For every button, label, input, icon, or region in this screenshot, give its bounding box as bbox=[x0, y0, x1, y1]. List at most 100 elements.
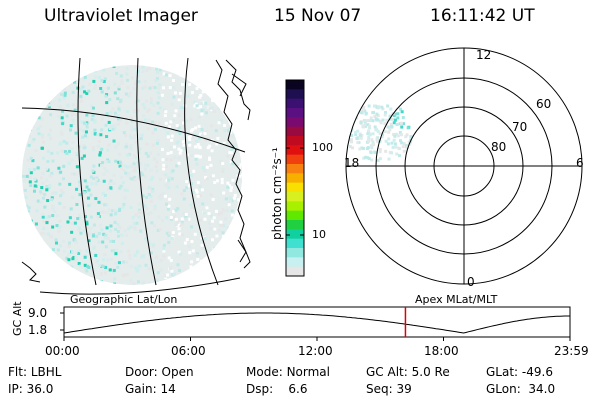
speckle-pixel bbox=[103, 271, 107, 275]
speckle-pixel bbox=[199, 105, 203, 109]
speckle-pixel bbox=[185, 119, 189, 123]
speckle-pixel bbox=[149, 178, 153, 182]
speckle-pixel bbox=[175, 185, 179, 189]
speckle-pixel bbox=[67, 161, 71, 165]
speckle-pixel bbox=[139, 171, 143, 175]
speckle-pixel bbox=[70, 172, 74, 176]
speckle-pixel bbox=[82, 191, 86, 195]
speckle-pixel bbox=[397, 146, 401, 150]
speckle-pixel bbox=[114, 145, 118, 149]
speckle-pixel bbox=[79, 87, 83, 91]
speckle-pixel bbox=[130, 119, 134, 123]
speckle-pixel bbox=[24, 195, 28, 199]
speckle-pixel bbox=[98, 224, 102, 228]
speckle-pixel bbox=[384, 111, 388, 115]
speckle-pixel bbox=[141, 194, 145, 198]
speckle-pixel bbox=[69, 124, 73, 128]
speckle-pixel bbox=[125, 260, 129, 264]
speckle-pixel bbox=[186, 94, 190, 98]
right-projection-label: Apex MLat/MLT bbox=[415, 293, 498, 306]
speckle-pixel bbox=[82, 144, 86, 148]
speckle-pixel bbox=[132, 282, 136, 285]
speckle-pixel bbox=[74, 255, 78, 259]
speckle-pixel bbox=[31, 159, 35, 163]
speckle-pixel bbox=[54, 191, 58, 195]
speckle-pixel bbox=[197, 115, 201, 119]
speckle-pixel bbox=[228, 199, 232, 203]
speckle-pixel bbox=[96, 133, 100, 137]
speckle-pixel bbox=[174, 223, 178, 227]
speckle-pixel bbox=[124, 92, 128, 96]
speckle-pixel bbox=[197, 124, 201, 128]
speckle-pixel bbox=[74, 131, 78, 135]
speckle-pixel bbox=[45, 221, 49, 225]
speckle-pixel bbox=[187, 217, 191, 221]
speckle-pixel bbox=[129, 144, 133, 148]
speckle-pixel bbox=[45, 185, 49, 189]
speckle-pixel bbox=[148, 282, 152, 285]
colorbar-segment bbox=[286, 89, 304, 100]
speckle-pixel bbox=[92, 164, 96, 168]
speckle-pixel bbox=[123, 188, 127, 192]
speckle-pixel bbox=[369, 116, 373, 120]
speckle-pixel bbox=[133, 134, 137, 138]
colorbar-segment bbox=[286, 80, 304, 90]
speckle-pixel bbox=[380, 135, 384, 139]
speckle-pixel bbox=[144, 99, 148, 103]
speckle-pixel bbox=[386, 142, 390, 146]
speckle-pixel bbox=[230, 147, 234, 151]
speckle-pixel bbox=[402, 142, 406, 146]
speckle-pixel bbox=[177, 147, 181, 151]
speckle-pixel bbox=[102, 172, 106, 176]
speckle-pixel bbox=[381, 107, 385, 111]
speckle-pixel bbox=[99, 211, 103, 215]
status-dsp: Dsp: 6.6 bbox=[246, 382, 308, 396]
speckle-pixel bbox=[149, 211, 153, 215]
speckle-pixel bbox=[126, 86, 130, 90]
speckle-pixel bbox=[142, 254, 146, 258]
speckle-pixel bbox=[198, 155, 202, 159]
speckle-pixel bbox=[109, 110, 113, 114]
speckle-pixel bbox=[96, 179, 100, 183]
speckle-pixel bbox=[159, 71, 163, 75]
speckle-pixel bbox=[205, 165, 209, 169]
speckle-pixel bbox=[182, 189, 186, 193]
speckle-pixel bbox=[128, 91, 132, 95]
speckle-pixel bbox=[39, 190, 43, 194]
speckle-pixel bbox=[172, 209, 176, 213]
speckle-pixel bbox=[402, 122, 406, 126]
speckle-pixel bbox=[147, 108, 151, 112]
speckle-pixel bbox=[125, 121, 129, 125]
speckle-pixel bbox=[40, 146, 44, 150]
speckle-pixel bbox=[162, 191, 166, 195]
mlat-label-60: 60 bbox=[536, 97, 552, 111]
speckle-pixel bbox=[58, 105, 62, 109]
speckle-pixel bbox=[147, 186, 151, 190]
date-label: 15 Nov 07 bbox=[274, 6, 362, 26]
speckle-pixel bbox=[180, 220, 184, 224]
speckle-pixel bbox=[22, 174, 26, 178]
speckle-pixel bbox=[141, 65, 145, 69]
speckle-pixel bbox=[135, 269, 139, 273]
speckle-pixel bbox=[180, 192, 184, 196]
speckle-pixel bbox=[71, 250, 75, 254]
speckle-pixel bbox=[405, 133, 409, 137]
speckle-pixel bbox=[173, 114, 177, 118]
speckle-pixel bbox=[386, 125, 390, 129]
speckle-pixel bbox=[112, 139, 116, 143]
speckle-pixel bbox=[103, 166, 107, 170]
speckle-pixel bbox=[47, 186, 51, 190]
speckle-pixel bbox=[101, 264, 105, 268]
speckle-pixel bbox=[206, 146, 210, 150]
speckle-pixel bbox=[169, 146, 173, 150]
speckle-pixel bbox=[223, 128, 227, 132]
speckle-pixel bbox=[67, 151, 71, 155]
speckle-pixel bbox=[360, 146, 364, 150]
speckle-pixel bbox=[129, 147, 133, 151]
polar-grid bbox=[345, 47, 583, 285]
speckle-pixel bbox=[127, 171, 131, 175]
speckle-pixel bbox=[386, 104, 390, 108]
speckle-pixel bbox=[89, 193, 93, 197]
speckle-pixel bbox=[49, 113, 53, 117]
speckle-pixel bbox=[129, 136, 133, 140]
